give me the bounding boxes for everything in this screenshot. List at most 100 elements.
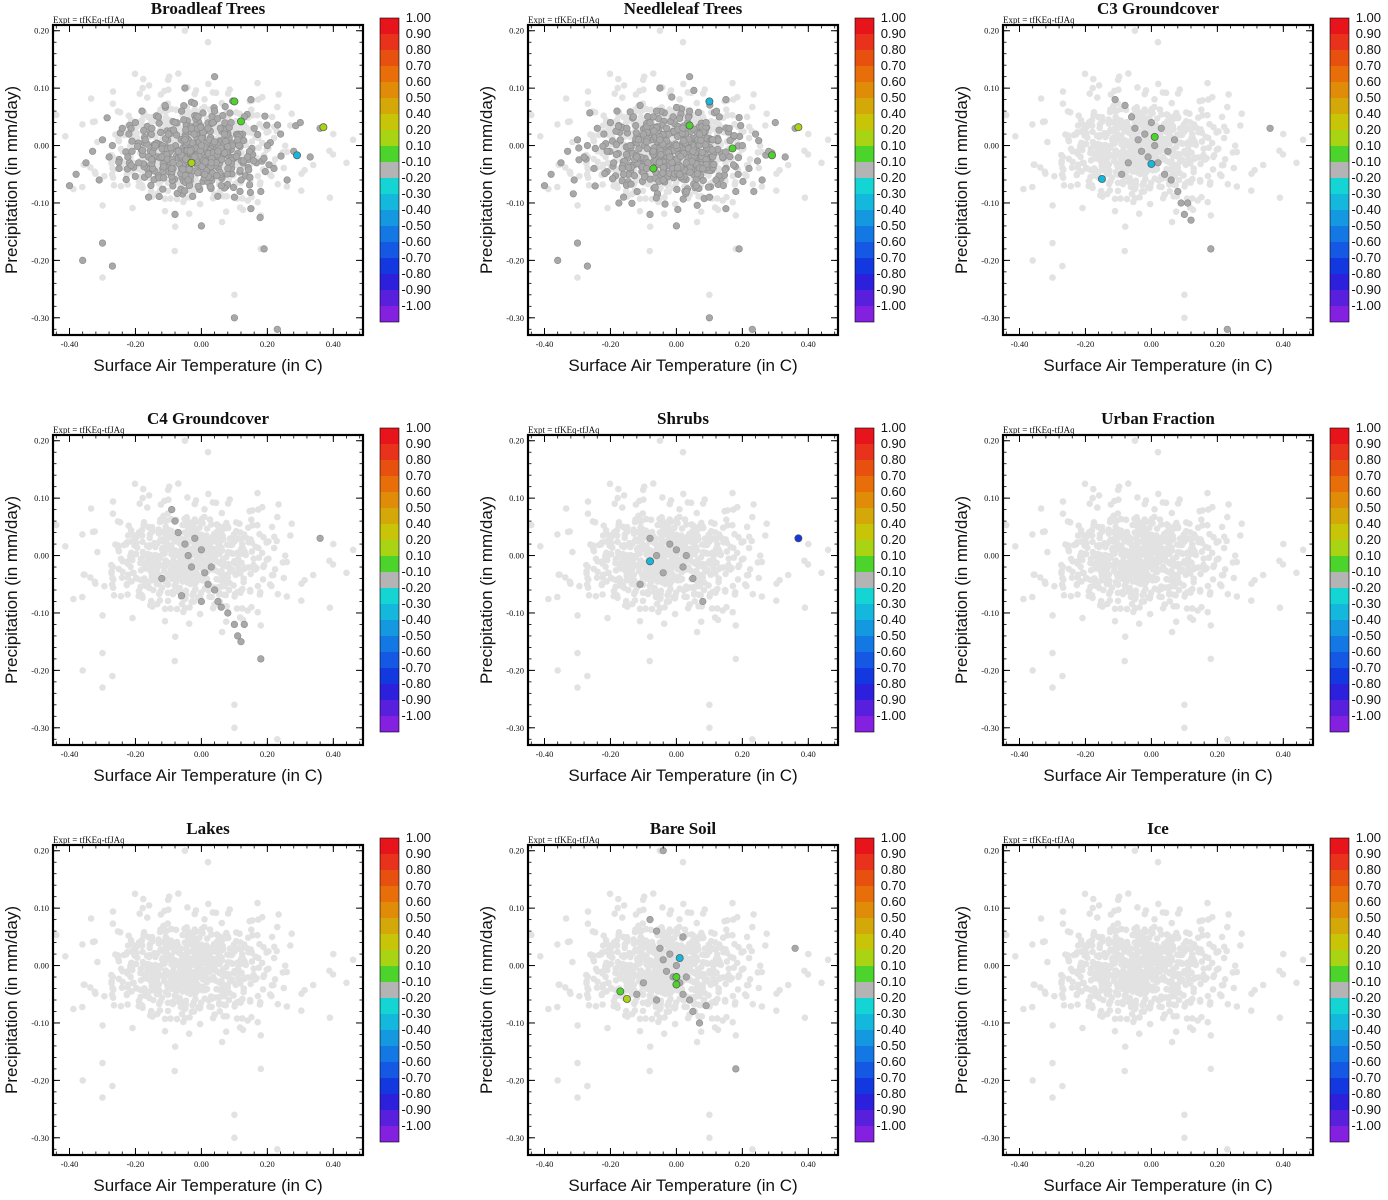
cloud-point	[81, 571, 88, 578]
data-point	[98, 239, 107, 247]
data-point	[708, 146, 716, 154]
cloud-point	[1293, 159, 1300, 167]
data-point	[680, 137, 688, 145]
colorbar-swatch	[855, 130, 874, 146]
cloud-point	[167, 605, 174, 612]
data-point	[781, 153, 789, 161]
colorbar-swatch	[380, 716, 399, 732]
cloud-point	[254, 521, 261, 529]
colorbar-swatch	[855, 258, 874, 274]
data-point	[1118, 170, 1126, 178]
data-point	[273, 325, 281, 333]
data-point	[1167, 176, 1175, 184]
y-tick-label: -0.10	[31, 198, 49, 208]
cloud-point	[238, 550, 246, 557]
cloud-point	[1174, 113, 1181, 120]
cloud-point	[99, 274, 106, 281]
cloud-point	[222, 208, 230, 215]
cloud-point	[1149, 167, 1156, 174]
data-point	[65, 182, 74, 190]
data-point	[554, 256, 562, 265]
cloud-point	[648, 605, 656, 613]
cloud-point	[729, 79, 736, 87]
cloud-point	[741, 171, 749, 178]
data-point	[632, 129, 640, 137]
panel-title: C3 Groundcover	[1097, 0, 1219, 18]
cloud-point	[281, 552, 289, 559]
cloud-point	[574, 612, 581, 619]
cloud-point	[128, 578, 135, 585]
cloud-point	[1204, 172, 1212, 180]
cloud-point	[124, 591, 131, 598]
data-point	[194, 113, 202, 121]
colorbar-swatch	[380, 652, 399, 668]
cloud-point	[1059, 262, 1066, 270]
cloud-point	[201, 96, 208, 103]
data-point	[159, 185, 167, 193]
cloud-point	[699, 113, 706, 120]
cloud-point	[198, 532, 205, 540]
cloud-point	[129, 614, 136, 622]
cloud-point	[804, 561, 812, 568]
cloud-point	[140, 519, 148, 526]
data-point	[540, 182, 549, 190]
data-point	[1131, 124, 1139, 132]
cloud-point	[576, 172, 583, 180]
colorbar-swatch	[380, 210, 399, 226]
data-point	[155, 192, 163, 201]
data-point	[207, 159, 215, 167]
data-point	[221, 102, 229, 111]
cloud-point	[1209, 166, 1217, 173]
data-point	[719, 153, 727, 161]
cloud-point	[172, 578, 180, 586]
cloud-point	[1031, 161, 1038, 168]
colorbar-label: -0.70	[876, 250, 906, 265]
data-point	[615, 199, 623, 207]
cloud-point	[1051, 172, 1058, 180]
cloud-point	[1029, 257, 1036, 264]
colorbar-swatch	[380, 540, 399, 556]
cloud-point	[729, 489, 736, 497]
colorbar-frame	[379, 427, 400, 733]
colorbar-label: -0.20	[401, 580, 431, 595]
cloud-point	[256, 120, 263, 128]
cloud-point	[1155, 80, 1162, 88]
cloud-point	[584, 88, 592, 95]
colorbar-swatch	[1330, 18, 1349, 34]
cloud-point	[1103, 190, 1111, 198]
cloud-point	[666, 106, 673, 113]
data-point	[224, 143, 232, 151]
data-point	[257, 655, 265, 663]
cloud-point	[729, 172, 737, 180]
cloud-point	[145, 82, 153, 89]
data-point	[729, 161, 738, 169]
data-point	[699, 164, 707, 173]
cloud-point	[110, 166, 117, 173]
cloud-point	[249, 522, 256, 529]
cloud-point	[1186, 119, 1194, 126]
cloud-point	[1114, 187, 1122, 195]
colorbar-swatch	[380, 492, 399, 508]
data-point	[725, 124, 733, 132]
data-point	[620, 193, 628, 201]
cloud-point	[1168, 218, 1176, 226]
data-point	[236, 166, 244, 174]
data-point	[261, 168, 269, 176]
cloud-point	[611, 90, 618, 97]
colorbar-swatch	[1330, 194, 1349, 210]
cloud-point	[676, 506, 683, 513]
cloud-point	[804, 151, 812, 158]
colorbar-frame	[379, 17, 400, 323]
cloud-point	[109, 100, 117, 107]
cloud-point	[109, 672, 116, 680]
colorbar-swatch	[1330, 98, 1349, 114]
data-point	[247, 95, 255, 104]
colorbar-label: 0.70	[1356, 58, 1381, 73]
data-point	[639, 130, 647, 138]
cloud-point	[1134, 153, 1142, 160]
data-point	[672, 103, 681, 112]
data-point	[1187, 216, 1195, 224]
cloud-point	[697, 208, 705, 215]
data-point	[1128, 113, 1136, 121]
y-tick-label: 0.00	[984, 141, 999, 151]
